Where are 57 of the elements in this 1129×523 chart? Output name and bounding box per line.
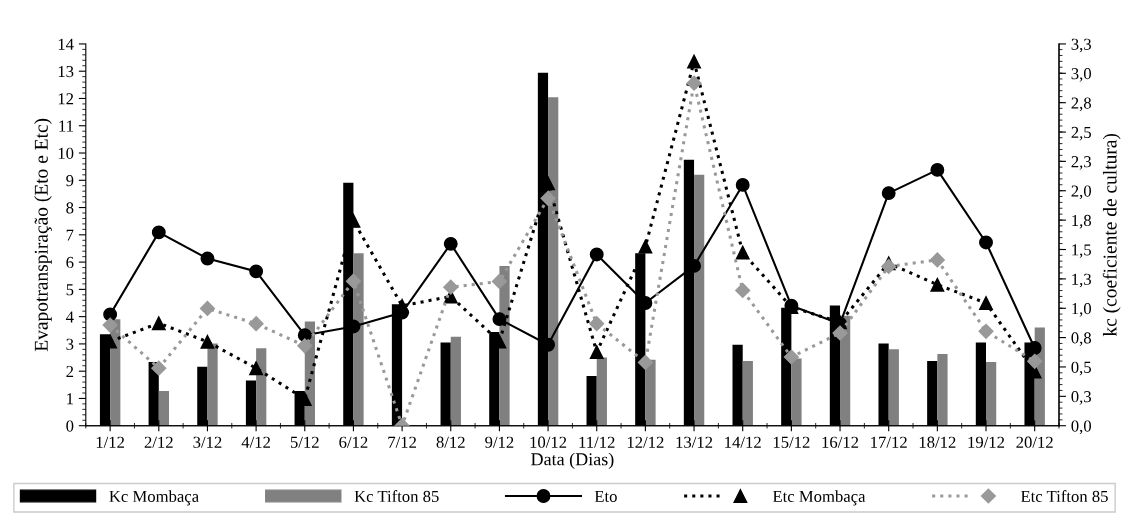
y2-tick-label: 0,3	[1071, 391, 1091, 405]
y-tick-label: 0	[66, 420, 74, 432]
x-tick-label: 17/12	[871, 436, 907, 448]
legend-label: Kc Tifton 85	[354, 490, 439, 502]
y2-tick-label: 1,0	[1072, 302, 1092, 317]
y-tick-label: 4	[65, 311, 74, 323]
x-tick-label: 2/12	[144, 436, 173, 448]
y-tick-label: 9	[66, 175, 74, 187]
y2-tick-label: 1,3	[1072, 273, 1091, 288]
y-tick-label: 6	[66, 256, 74, 269]
x-tick-label: 7/12	[388, 436, 416, 448]
x-tick-label: 9/12	[485, 436, 514, 448]
x-tick-label: 19/12	[968, 436, 1005, 448]
x-tick-label: 1/12	[96, 436, 125, 448]
y2-tick-label: 3,3	[1071, 38, 1091, 53]
x-axis-title: Data (Dias)	[531, 452, 614, 470]
x-tick-label: 12/12	[627, 436, 664, 448]
x-tick-label: 14/12	[725, 436, 761, 448]
legend-label: Etc Tifton 85	[1020, 490, 1108, 502]
legend-label: Eto	[594, 490, 617, 502]
y2-tick-label: 1,5	[1072, 244, 1091, 258]
y-tick-label: 14	[58, 38, 74, 50]
y2-tick-label: 0,0	[1071, 420, 1092, 435]
x-tick-label: 16/12	[822, 436, 859, 448]
y-tick-label: 12	[58, 93, 74, 105]
x-tick-label: 10/12	[530, 436, 567, 448]
x-tick-label: 11/12	[579, 436, 615, 448]
y2-tick-label: 3,0	[1071, 68, 1092, 82]
x-tick-label: 5/12	[290, 436, 319, 448]
y2-tick-label: 2,3	[1071, 156, 1091, 170]
y2-tick-label: 2,8	[1071, 97, 1092, 112]
x-tick-label: 3/12	[193, 436, 222, 448]
x-tick-label: 18/12	[919, 436, 956, 448]
y2-tick-label: 1,8	[1072, 214, 1092, 229]
x-tick-label: 4/12	[241, 436, 271, 448]
y-tick-label: 10	[58, 147, 74, 159]
y2-tick-label: 2,0	[1071, 185, 1092, 200]
y-tick-label: 11	[59, 120, 73, 132]
x-tick-label: 13/12	[676, 436, 713, 448]
y2-axis-title: kc (coeficiente de cultura)	[1102, 133, 1121, 337]
y-tick-label: 5	[66, 284, 74, 296]
x-tick-label: 6/12	[339, 436, 368, 448]
y-tick-label: 8	[66, 202, 74, 214]
y-tick-label: 13	[58, 65, 74, 78]
x-tick-label: 20/12	[1016, 436, 1053, 448]
y-axis-title: Evapotranspiração (Eto e Etc)	[34, 118, 52, 352]
y-tick-label: 3	[66, 338, 74, 350]
legend-label: Etc Mombaça	[772, 490, 866, 506]
y2-tick-label: 2,5	[1071, 126, 1091, 141]
y-tick-label: 1	[67, 393, 73, 405]
y-tick-label: 2	[66, 365, 74, 377]
y2-tick-label: 0,5	[1071, 361, 1091, 376]
y-tick-label: 7	[66, 229, 74, 241]
x-tick-label: 8/12	[436, 436, 465, 448]
y2-tick-label: 0,8	[1071, 332, 1092, 346]
x-tick-label: 15/12	[773, 436, 810, 448]
legend-label: Kc Mombaça	[109, 490, 199, 506]
